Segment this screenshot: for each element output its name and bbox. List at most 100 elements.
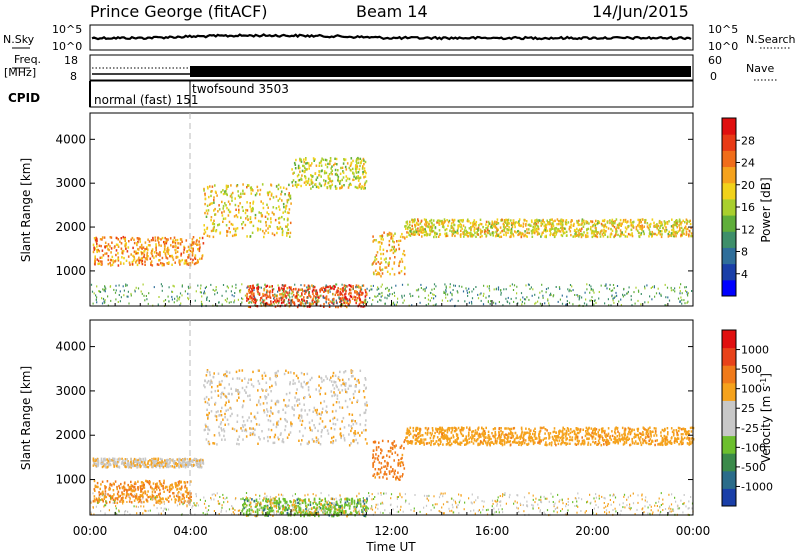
power-cell-699 <box>252 189 254 192</box>
power-cell-2901 <box>445 286 447 289</box>
power-cell-247 <box>119 240 121 243</box>
power-cell-102 <box>172 258 175 261</box>
power-cell-1841 <box>677 220 679 223</box>
power-cell-985 <box>380 252 382 256</box>
power-cell-3228 <box>622 295 624 298</box>
power-cell-1508 <box>416 223 419 226</box>
power-cell-2976 <box>471 297 474 300</box>
power-cell-2557 <box>290 287 292 290</box>
velocity-cell-975 <box>243 377 246 380</box>
velocity-cell-792 <box>258 382 261 385</box>
power-cell-1692 <box>596 231 599 234</box>
velocity-cell-1165 <box>275 375 277 379</box>
velocity-cell-1255 <box>214 401 217 405</box>
power-cell-2878 <box>559 298 561 301</box>
power-cell-3071 <box>679 286 681 289</box>
power-cell-568 <box>213 225 215 229</box>
power-cell-916 <box>320 159 323 163</box>
power-cell-3074 <box>505 288 507 291</box>
velocity-cell-1141 <box>337 375 340 379</box>
velocity-cell-533 <box>104 485 106 488</box>
power-cell-2502 <box>340 292 342 296</box>
power-cell-1098 <box>560 226 562 230</box>
velocity-cell-1407 <box>386 464 389 467</box>
velocity-cell-1149 <box>242 425 245 429</box>
velocity-cell-1264 <box>215 410 218 414</box>
power-cell-1873 <box>475 235 477 238</box>
velocity-cell-1185 <box>252 370 254 374</box>
power-cell-182 <box>198 240 200 243</box>
power-cell-2963 <box>495 302 497 305</box>
velocity-cell-684 <box>137 486 139 489</box>
power-cell-1602 <box>646 225 649 228</box>
power-cell-3020 <box>424 288 426 290</box>
power-cell-1717 <box>637 218 639 222</box>
power-cell-2588 <box>332 293 334 296</box>
power-cell-1031 <box>377 260 380 264</box>
power-cell-1647 <box>518 223 520 227</box>
velocity-cell-413 <box>110 495 113 498</box>
power-cell-2456 <box>248 291 251 294</box>
power-cell-457 <box>205 209 208 212</box>
power-cell-3218 <box>379 298 381 301</box>
power-cell-1359 <box>639 225 641 228</box>
freq-left-tick-top: 18 <box>64 54 78 67</box>
power-cell-2561 <box>305 290 307 294</box>
power-cell-3052 <box>620 298 622 301</box>
velocity-cell-974 <box>250 427 253 430</box>
power-cell-801 <box>308 167 310 170</box>
velocity-cell-769 <box>364 438 367 441</box>
power-cell-3112 <box>157 303 159 306</box>
power-cell-351 <box>183 262 186 265</box>
velocity-cell-898 <box>288 399 290 402</box>
power-cell-2077 <box>541 222 544 226</box>
power-cell-3106 <box>311 302 313 305</box>
power-cell-1998 <box>406 235 408 238</box>
power-cell-2566 <box>500 293 502 296</box>
velocity-cell-365 <box>152 463 155 466</box>
power-cell-1179 <box>570 226 572 229</box>
power-cell-3010 <box>634 302 636 305</box>
velocity-cell-1248 <box>304 426 306 430</box>
velocity-cell-702 <box>116 501 119 505</box>
velocity-cell-259 <box>97 458 99 462</box>
power-cell-708 <box>246 184 249 187</box>
power-cell-333 <box>195 240 198 243</box>
power-cell-41 <box>108 248 110 252</box>
power-cell-2109 <box>522 232 524 236</box>
power-cell-50 <box>184 259 186 262</box>
power-cell-1608 <box>445 234 448 238</box>
power-cell-2939 <box>379 292 381 295</box>
power-cell-1741 <box>453 231 455 234</box>
power-cell-1922 <box>550 225 553 228</box>
velocity-cell-480 <box>116 485 118 489</box>
power-cell-1899 <box>441 221 444 224</box>
velocity-cell-753 <box>336 418 339 421</box>
power-cell-3229 <box>103 300 105 303</box>
power-cell-1215 <box>414 233 417 236</box>
power-cell-807 <box>349 164 352 167</box>
power-cell-1969 <box>446 219 448 222</box>
power-cell-511 <box>218 223 221 226</box>
power-cell-1212 <box>551 218 553 221</box>
power-cell-2599 <box>171 290 173 293</box>
velocity-cell-1429 <box>391 447 394 450</box>
power-cell-366 <box>177 242 180 245</box>
velocity-cell-335 <box>166 458 169 462</box>
power-cell-2335 <box>348 303 350 306</box>
power-cell-305 <box>146 258 149 261</box>
velocity-cell-1074 <box>213 442 216 445</box>
power-cell-1615 <box>581 218 584 221</box>
power-cell-1321 <box>596 235 599 239</box>
power-cell-2365 <box>325 295 328 298</box>
power-cell-2573 <box>171 295 173 298</box>
power-cell-517 <box>227 214 230 217</box>
power-cell-1213 <box>666 221 668 224</box>
power-cell-2820 <box>277 284 279 287</box>
velocity-cell-1122 <box>254 433 256 437</box>
power-cell-909 <box>310 164 312 167</box>
velocity-cell-1175 <box>229 414 232 418</box>
power-cell-1731 <box>417 218 419 221</box>
velocity-cell-291 <box>92 459 95 462</box>
power-cell-1052 <box>388 243 391 247</box>
